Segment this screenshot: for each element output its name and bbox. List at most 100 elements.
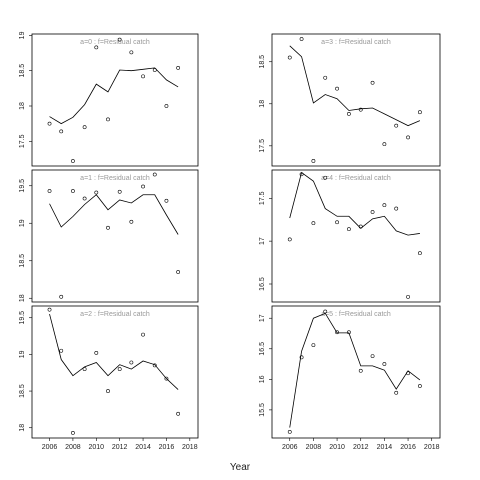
x-axis-label: Year — [230, 462, 251, 473]
data-point — [370, 354, 375, 359]
y-tick-label: 17 — [259, 237, 266, 245]
data-point — [417, 384, 422, 388]
data-point — [47, 307, 52, 312]
y-tick-label: 17.5 — [259, 139, 266, 153]
fit-line — [49, 67, 179, 125]
data-point — [311, 159, 316, 163]
x-tick-label: 2014 — [135, 444, 151, 451]
panel-title: a=1 : f=Residual catch — [80, 175, 150, 182]
data-point — [176, 65, 181, 70]
x-tick-label: 2010 — [329, 444, 345, 451]
y-tick-label: 15.5 — [259, 403, 266, 417]
x-tick-label: 2012 — [353, 444, 369, 451]
data-point — [71, 159, 75, 163]
y-tick-label: 19 — [19, 219, 26, 227]
x-tick-label: 2006 — [282, 444, 298, 451]
data-point — [287, 55, 292, 60]
data-point — [358, 107, 363, 112]
x-tick-label: 2016 — [159, 444, 175, 451]
data-point — [370, 80, 375, 85]
y-tick-label: 17 — [259, 314, 266, 322]
data-point — [117, 189, 122, 194]
panel-frame — [271, 169, 441, 303]
data-point — [417, 110, 422, 115]
data-point — [71, 189, 75, 193]
fit-line — [49, 194, 179, 235]
data-point — [59, 294, 64, 299]
data-point — [335, 220, 339, 225]
y-tick-label: 18.5 — [19, 254, 26, 268]
data-point — [164, 104, 169, 108]
y-tick-label: 18 — [19, 102, 26, 110]
panel-frame — [31, 169, 199, 303]
data-point — [129, 219, 134, 224]
data-point — [382, 142, 387, 147]
data-point — [141, 184, 145, 189]
y-tick-label: 18 — [259, 100, 266, 108]
data-point — [394, 123, 399, 128]
data-point — [129, 50, 134, 55]
data-point — [394, 390, 399, 395]
data-point — [106, 225, 110, 230]
y-tick-label: 18 — [19, 294, 26, 302]
data-point — [335, 86, 339, 91]
y-tick-label: 19.5 — [19, 179, 26, 193]
y-tick-label: 18 — [19, 424, 26, 432]
y-tick-label: 19 — [19, 350, 26, 358]
data-point — [299, 355, 304, 360]
data-point — [370, 210, 375, 214]
data-point — [152, 363, 157, 368]
data-point — [347, 330, 351, 335]
data-point — [176, 411, 181, 416]
data-point — [394, 206, 399, 211]
x-tick-label: 2014 — [377, 444, 393, 451]
y-tick-label: 17.5 — [19, 134, 26, 148]
panel-frame — [271, 305, 441, 439]
panel-title: a=0 : f=Residual catch — [80, 39, 150, 46]
data-point — [299, 37, 304, 41]
data-point — [323, 75, 328, 80]
panel-frame — [31, 33, 199, 167]
data-point — [287, 429, 292, 434]
data-point — [358, 224, 363, 229]
y-tick-label: 19.5 — [19, 311, 26, 325]
panel-frame — [31, 305, 199, 439]
x-tick-label: 2012 — [112, 444, 128, 451]
data-point — [141, 74, 145, 79]
y-tick-label: 18.5 — [259, 55, 266, 69]
x-tick-label: 2006 — [42, 444, 58, 451]
data-point — [406, 371, 410, 376]
data-point — [94, 190, 99, 195]
data-point — [82, 196, 87, 201]
fit-line — [49, 313, 179, 390]
x-tick-label: 2016 — [400, 444, 416, 451]
data-point — [347, 111, 351, 116]
x-tick-label: 2010 — [89, 444, 105, 451]
data-point — [47, 189, 52, 193]
panel-title: a=5 : f=Residual catch — [321, 311, 391, 318]
data-point — [164, 198, 169, 203]
data-point — [82, 125, 87, 130]
data-point — [287, 237, 292, 242]
x-tick-label: 2008 — [306, 444, 322, 451]
data-point — [106, 389, 110, 393]
panel-frame — [271, 33, 441, 167]
y-tick-label: 19 — [19, 31, 26, 39]
x-tick-label: 2018 — [424, 444, 440, 451]
y-tick-label: 16.5 — [259, 277, 266, 291]
y-tick-label: 16.5 — [259, 342, 266, 356]
data-point — [47, 121, 52, 126]
data-point — [382, 362, 387, 366]
data-point — [94, 351, 99, 355]
data-point — [152, 68, 157, 72]
fit-line — [289, 45, 421, 127]
data-point — [311, 221, 316, 226]
data-point — [59, 129, 64, 134]
data-point — [406, 294, 410, 299]
data-point — [129, 360, 134, 365]
data-point — [323, 309, 328, 314]
data-point — [323, 175, 328, 180]
data-point — [106, 117, 110, 122]
